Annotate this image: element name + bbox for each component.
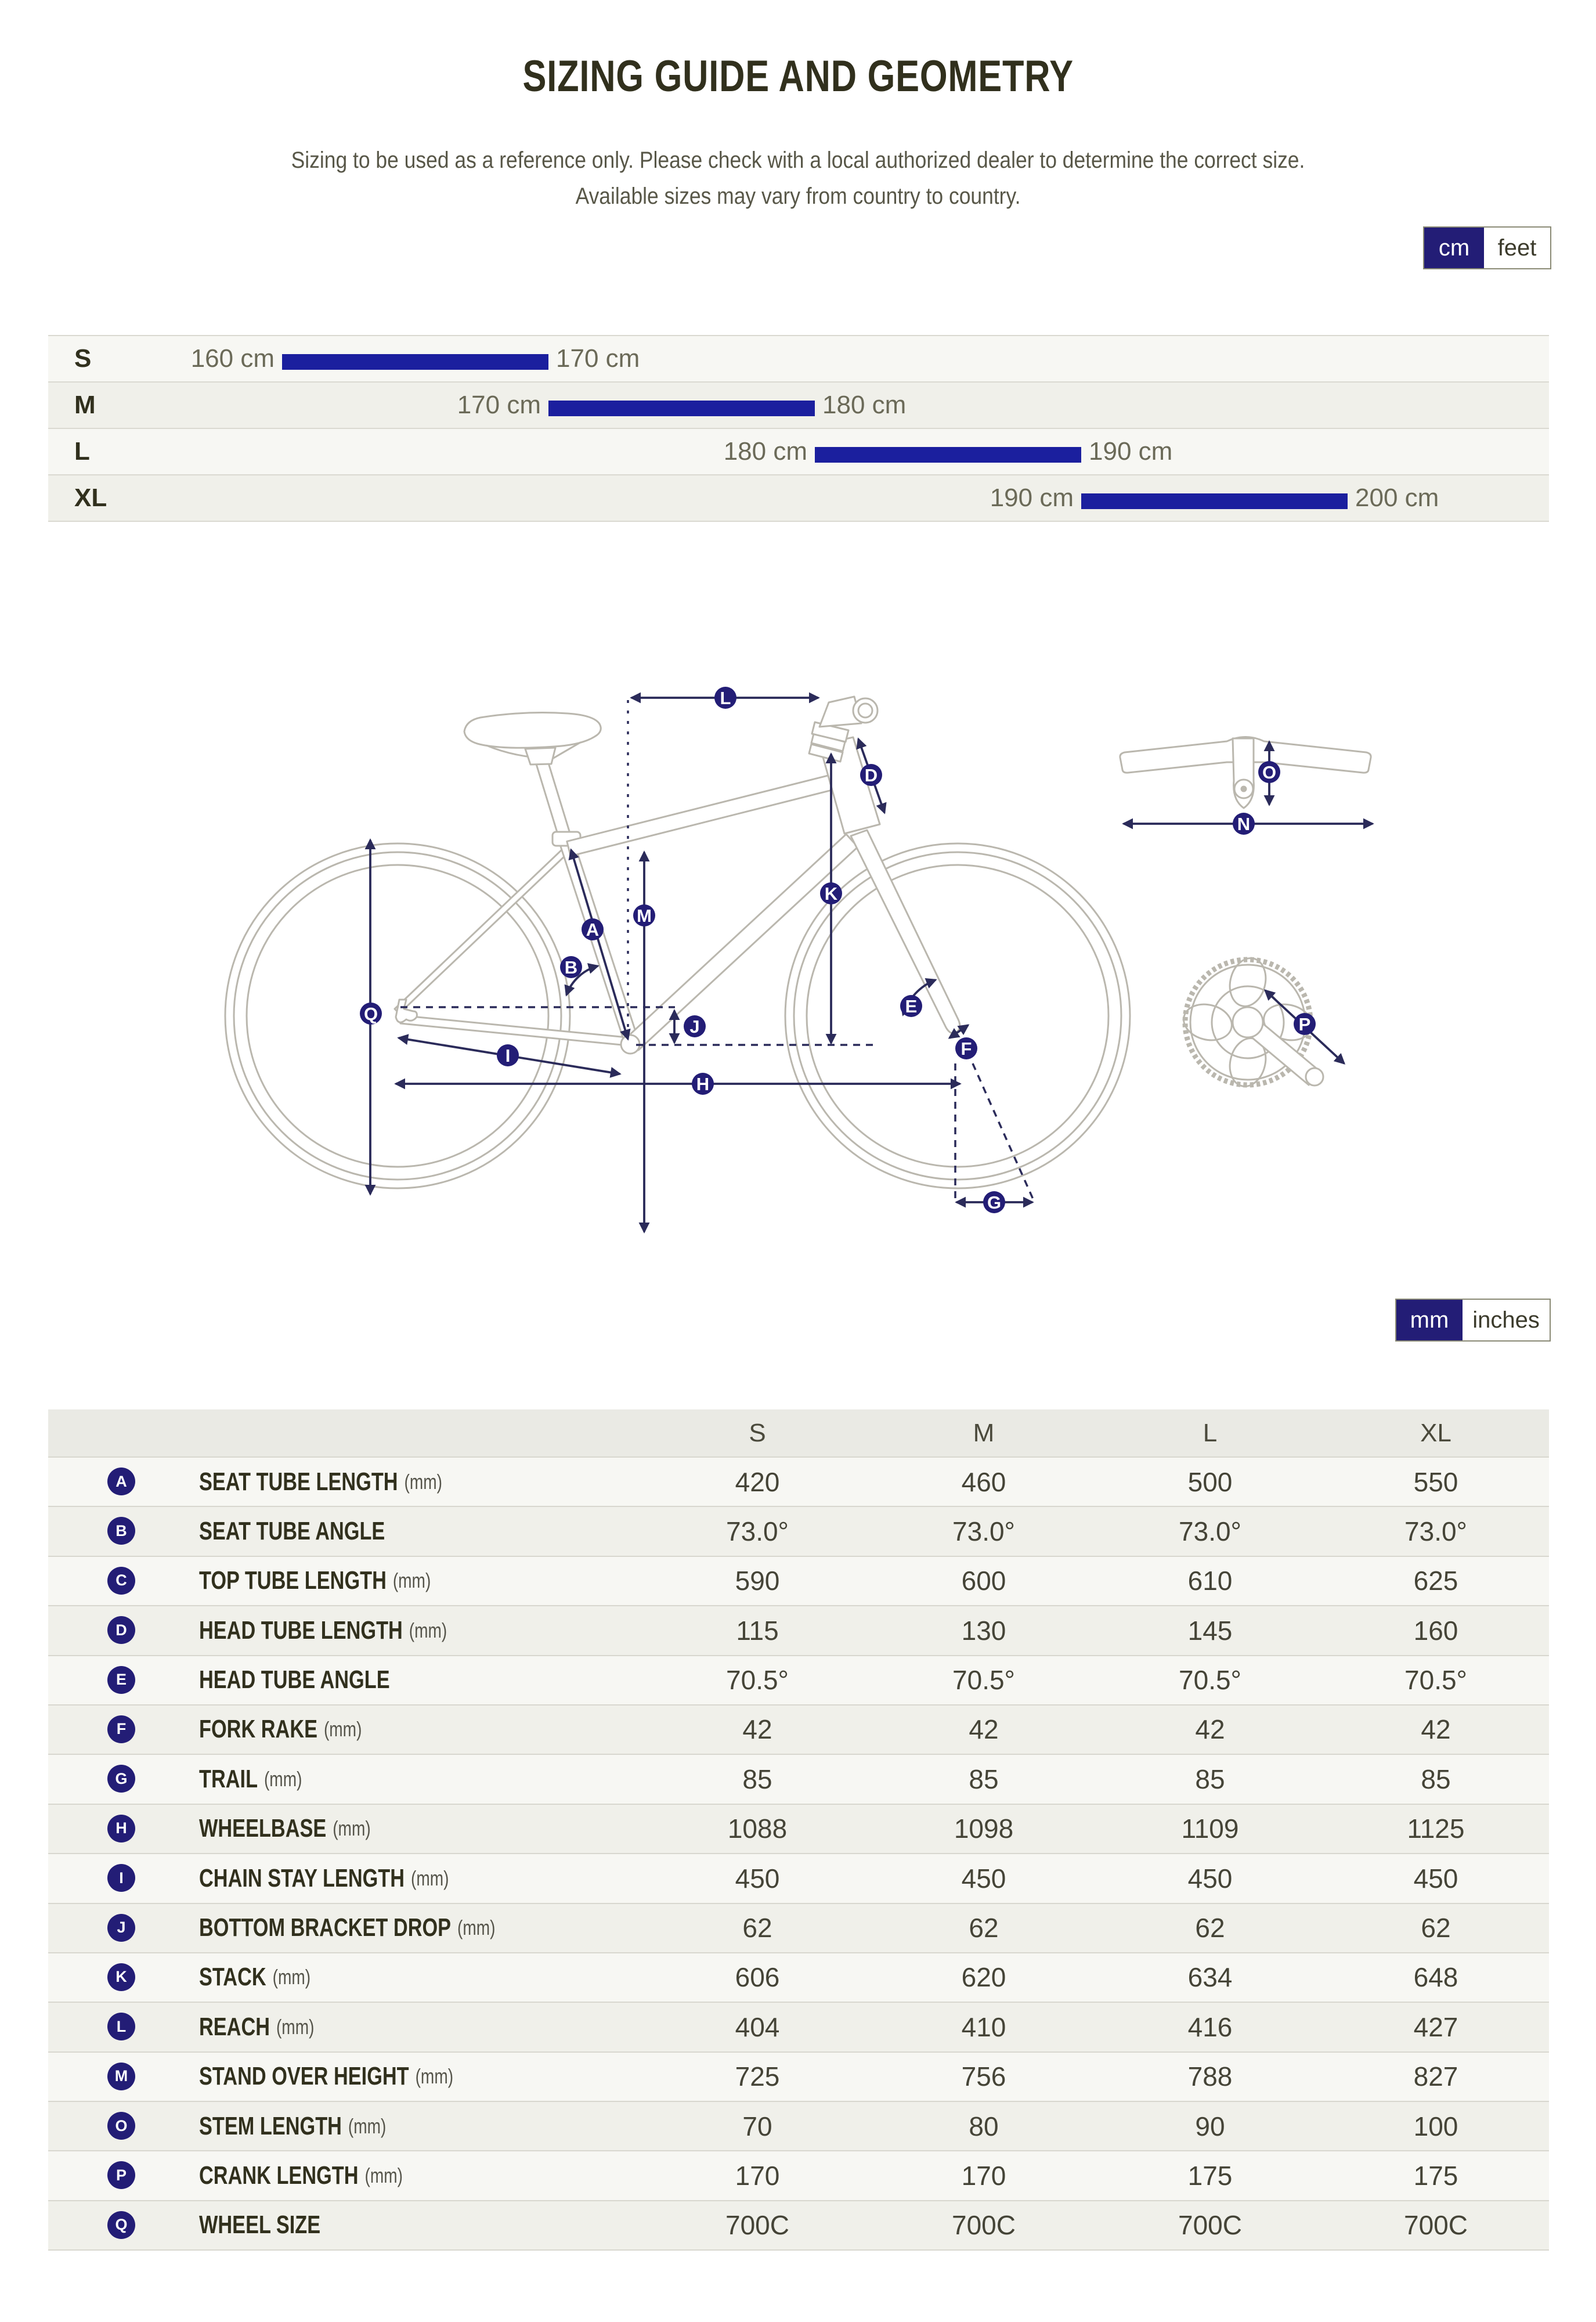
svg-text:O: O	[1262, 762, 1276, 783]
svg-text:P: P	[1299, 1014, 1311, 1034]
svg-text:A: A	[586, 920, 599, 940]
svg-text:N: N	[1237, 814, 1250, 834]
svg-text:M: M	[637, 906, 652, 926]
svg-text:L: L	[720, 688, 731, 708]
svg-text:B: B	[565, 957, 577, 978]
svg-text:H: H	[696, 1074, 709, 1094]
svg-text:J: J	[689, 1016, 699, 1037]
svg-text:I: I	[505, 1045, 511, 1066]
svg-text:G: G	[987, 1192, 1001, 1213]
svg-text:D: D	[865, 765, 878, 785]
svg-text:F: F	[961, 1039, 972, 1059]
svg-text:E: E	[905, 996, 918, 1016]
svg-text:K: K	[825, 884, 838, 904]
svg-text:Q: Q	[364, 1004, 378, 1024]
